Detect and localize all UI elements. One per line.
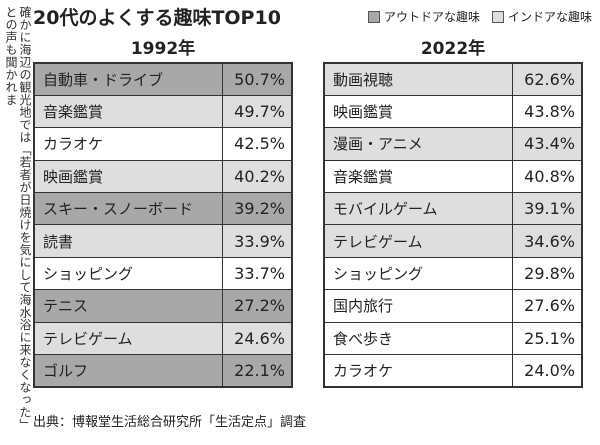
hobby-cell: 映画鑑賞: [33, 159, 223, 194]
table-body: 自動車・ドライブ 50.7% 音楽鑑賞 49.7% カラオケ 42.5% 映画鑑賞 40.2%…: [33, 62, 293, 388]
table-row: ショッピング 33.7%: [33, 256, 293, 291]
percent-cell: 33.9%: [221, 224, 293, 258]
table-row: テレビゲーム 34.6%: [323, 224, 583, 258]
hobby-cell: ショッピング: [323, 256, 513, 291]
hobby-cell: テレビゲーム: [323, 224, 513, 258]
percent-cell: 43.4%: [511, 127, 583, 161]
table-row: 音楽鑑賞 49.7%: [33, 94, 293, 129]
table-panel: 2022年動画視聴 62.6% 映画鑑賞 43.8% 漫画・アニメ 43.4% 音楽鑑賞 40…: [323, 36, 583, 388]
percent-cell: 25.1%: [511, 321, 583, 356]
percent-cell: 27.2%: [221, 289, 293, 323]
side-text: 確かに海辺の観光地では「若者が日焼けを気にして海水浴に来なくなった」との声も聞か…: [4, 6, 32, 431]
percent-cell: 24.0%: [511, 354, 583, 388]
table-row: ショッピング 29.8%: [323, 256, 583, 291]
hobby-cell: カラオケ: [323, 354, 513, 388]
percent-cell: 33.7%: [221, 256, 293, 291]
percent-cell: 22.1%: [221, 354, 293, 388]
hobby-cell: モバイルゲーム: [323, 192, 513, 226]
table-row: 食べ歩き 25.1%: [323, 321, 583, 356]
percent-cell: 24.6%: [221, 321, 293, 356]
table-row: カラオケ 24.0%: [323, 354, 583, 388]
title: 20代のよくする趣味TOP10: [33, 7, 281, 29]
table-row: 読書 33.9%: [33, 224, 293, 258]
legend-label: アウトドアな趣味: [383, 10, 480, 24]
ranking-table: 自動車・ドライブ 50.7% 音楽鑑賞 49.7% カラオケ 42.5% 映画鑑賞 40.2%…: [33, 62, 293, 388]
legend-item: アウトドアな趣味: [367, 8, 480, 25]
table-row: テレビゲーム 24.6%: [33, 321, 293, 356]
percent-cell: 40.2%: [221, 159, 293, 194]
percent-cell: 42.5%: [221, 127, 293, 161]
hobby-cell: 音楽鑑賞: [323, 159, 513, 194]
hobby-cell: 自動車・ドライブ: [33, 62, 223, 96]
percent-cell: 39.2%: [221, 192, 293, 226]
hobby-cell: 読書: [33, 224, 223, 258]
legend-item: インドアな趣味: [491, 8, 592, 25]
table-row: 映画鑑賞 43.8%: [323, 94, 583, 129]
legend: アウトドアな趣味 インドアな趣味: [367, 8, 592, 25]
year-header: 2022年: [420, 39, 486, 59]
hobby-cell: テニス: [33, 289, 223, 323]
table-row: 映画鑑賞 40.2%: [33, 159, 293, 194]
hobby-cell: 漫画・アニメ: [323, 127, 513, 161]
percent-cell: 40.8%: [511, 159, 583, 194]
hobby-cell: スキー・スノーボード: [33, 192, 223, 226]
percent-cell: 62.6%: [511, 62, 583, 96]
hobby-cell: 動画視聴: [323, 62, 513, 96]
table-row: 音楽鑑賞 40.8%: [323, 159, 583, 194]
table-row: テニス 27.2%: [33, 289, 293, 323]
percent-cell: 43.8%: [511, 94, 583, 129]
percent-cell: 29.8%: [511, 256, 583, 291]
hobby-cell: 映画鑑賞: [323, 94, 513, 129]
table-row: モバイルゲーム 39.1%: [323, 192, 583, 226]
hobby-cell: カラオケ: [33, 127, 223, 161]
percent-cell: 34.6%: [511, 224, 583, 258]
source: 出典：博報堂生活総合研究所「生活定点」調査: [33, 415, 307, 430]
legend-swatch: [367, 10, 380, 23]
percent-cell: 50.7%: [221, 62, 293, 96]
hobby-cell: 音楽鑑賞: [33, 94, 223, 129]
percent-cell: 49.7%: [221, 94, 293, 129]
table-row: カラオケ 42.5%: [33, 127, 293, 161]
table-row: 国内旅行 27.6%: [323, 289, 583, 323]
percent-cell: 27.6%: [511, 289, 583, 323]
table-row: 漫画・アニメ 43.4%: [323, 127, 583, 161]
legend-label: インドアな趣味: [507, 10, 592, 24]
ranking-table: 動画視聴 62.6% 映画鑑賞 43.8% 漫画・アニメ 43.4% 音楽鑑賞 40.8% モバ…: [323, 62, 583, 388]
legend-swatch: [491, 10, 504, 23]
table-row: 動画視聴 62.6%: [323, 62, 583, 96]
table-body: 動画視聴 62.6% 映画鑑賞 43.8% 漫画・アニメ 43.4% 音楽鑑賞 40.8% モバ…: [323, 62, 583, 388]
hobby-cell: ショッピング: [33, 256, 223, 291]
table-panel: 1992年自動車・ドライブ 50.7% 音楽鑑賞 49.7% カラオケ 42.5% 映画鑑賞…: [33, 36, 293, 388]
table-row: ゴルフ 22.1%: [33, 354, 293, 388]
hobby-cell: ゴルフ: [33, 354, 223, 388]
percent-cell: 39.1%: [511, 192, 583, 226]
hobby-cell: 国内旅行: [323, 289, 513, 323]
year-header: 1992年: [130, 39, 196, 59]
hobby-cell: 食べ歩き: [323, 321, 513, 356]
hobby-cell: テレビゲーム: [33, 321, 223, 356]
table-row: 自動車・ドライブ 50.7%: [33, 62, 293, 96]
table-row: スキー・スノーボード 39.2%: [33, 192, 293, 226]
